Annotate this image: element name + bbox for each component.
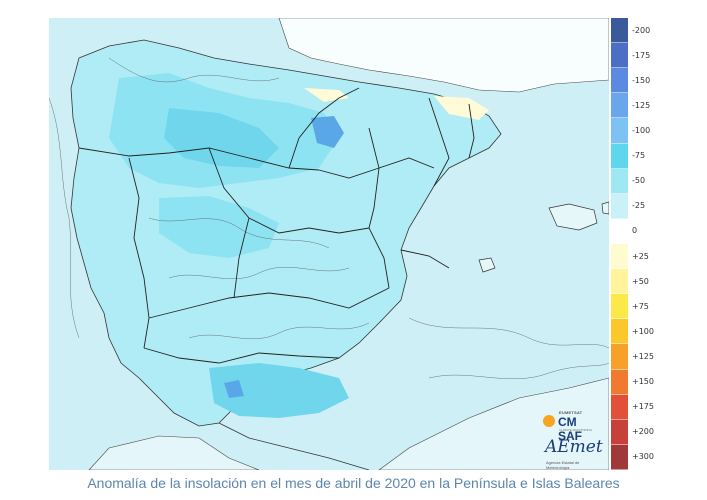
map-canvas: [49, 18, 609, 470]
legend-swatch: [611, 369, 628, 395]
anomaly-zone-center: [159, 196, 279, 258]
legend-label: +75: [632, 301, 649, 311]
legend-swatch: [611, 93, 628, 119]
aemet-mark: AEmet: [545, 437, 603, 457]
africa-west-area: [88, 435, 260, 470]
legend-label: +300: [632, 452, 654, 462]
anomaly-zone-south-strong: [224, 380, 244, 398]
aemet-subtitle: Agencia Estatal de Meteorología: [546, 460, 580, 470]
regional-boundaries: [78, 87, 475, 364]
legend-label: -100: [632, 126, 651, 135]
legend-label: -75: [632, 151, 646, 161]
anomaly-map: [49, 18, 609, 470]
legend-swatch: [611, 168, 628, 194]
legend-swatch: [611, 68, 628, 94]
ibiza-island: [478, 257, 496, 273]
legend-label: -150: [632, 75, 651, 85]
legend-swatch: [611, 18, 628, 44]
legend-swatch: [611, 193, 628, 219]
legend-swatch: [611, 218, 628, 244]
legend-label: +175: [632, 402, 654, 412]
legend-label: +125: [632, 352, 654, 361]
legend-label: +200: [632, 427, 654, 437]
anomaly-zone-core: [164, 108, 279, 168]
africa-east-area: [378, 377, 609, 470]
legend-label: -50: [632, 176, 646, 186]
color-legend: [611, 18, 628, 470]
legend-label: +25: [632, 251, 649, 261]
legend-label: +100: [632, 326, 654, 336]
menorca-island: [601, 201, 609, 215]
mallorca-island: [548, 203, 598, 231]
legend-swatch: [611, 118, 628, 144]
legend-swatch: [611, 269, 628, 295]
cmsaf-subtitle: CLIMATE MONITORING: [559, 428, 593, 432]
cmsaf-title: CM SAF: [558, 415, 582, 443]
legend-swatch: [611, 43, 628, 69]
legend-label: +150: [632, 377, 654, 387]
legend-swatch: [611, 344, 628, 370]
contour-lines: [49, 57, 609, 379]
legend-swatch: [611, 143, 628, 169]
sun-icon: [543, 415, 555, 427]
anomaly-zone-strong: [311, 116, 344, 148]
legend-swatch: [611, 319, 628, 345]
legend-swatch: [611, 294, 628, 320]
anomaly-zone-south: [209, 363, 349, 418]
cmsaf-small-text: EUMETSAT: [559, 410, 583, 415]
strait-coast: [218, 422, 370, 470]
france-area: [278, 18, 609, 93]
legend-swatch: [611, 394, 628, 420]
legend-label: -200: [632, 25, 651, 35]
legend-label: -25: [632, 201, 646, 211]
legend-label: 0: [632, 226, 638, 236]
positive-zone-pyrenees: [434, 96, 489, 120]
map-caption: Anomalía de la insolación en el mes de a…: [87, 475, 620, 491]
legend-label: +50: [632, 276, 649, 286]
aemet-logo: AEmet Agencia Estatal de Meteorología: [541, 437, 603, 470]
legend-swatch: [611, 244, 628, 270]
legend-swatch: [611, 419, 628, 445]
legend-swatch: [611, 444, 628, 470]
legend-label: -175: [632, 50, 651, 60]
cmsaf-logo: EUMETSAT CM SAF CLIMATE MONITORING: [541, 410, 603, 443]
legend-label: -125: [632, 100, 651, 110]
